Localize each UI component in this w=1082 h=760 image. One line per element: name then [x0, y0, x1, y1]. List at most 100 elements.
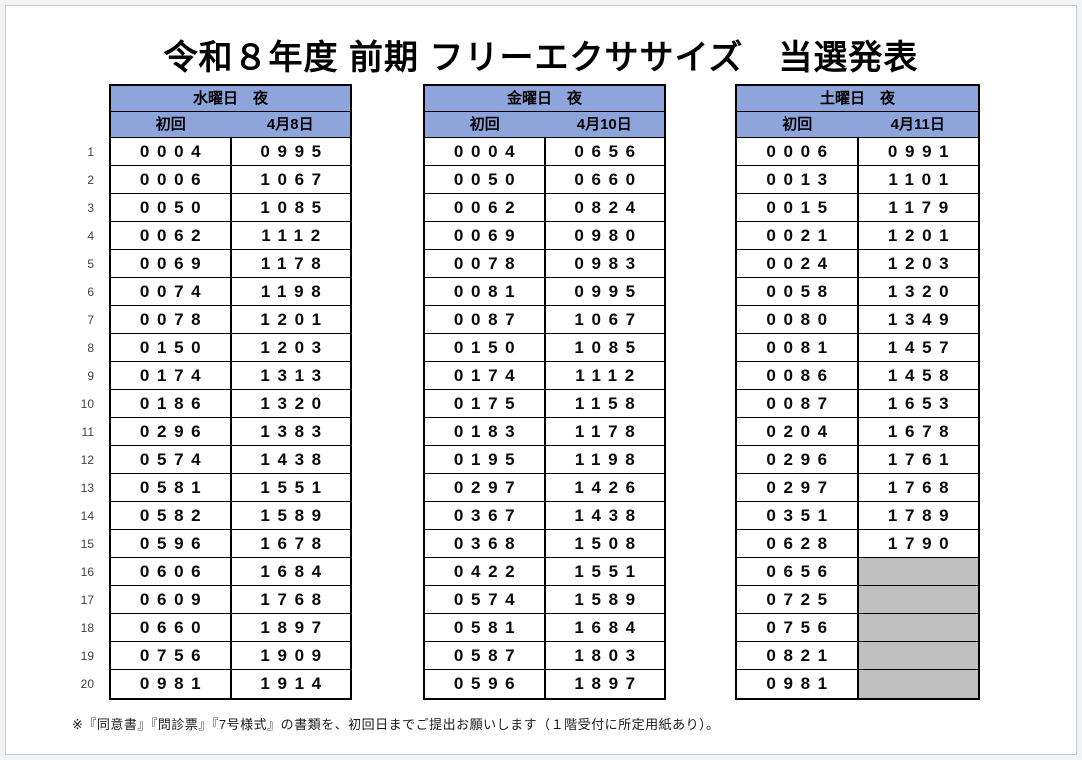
table-row: 0756: [737, 614, 978, 642]
winning-number-cell: 1684: [545, 614, 664, 641]
table-row: 0297 1426: [425, 474, 664, 502]
winning-number-cell: 0078: [111, 306, 232, 333]
table-wednesday-night: 水曜日 夜 初回 4月8日 0004 0995 0006 1067 0050 1085 00…: [109, 84, 352, 700]
table-row: 0004 0656: [425, 138, 664, 166]
winning-number-cell: 0983: [545, 250, 664, 277]
winning-number-cell: 0297: [737, 474, 859, 501]
table-row: 0725: [737, 586, 978, 614]
winning-number-cell: 0175: [425, 390, 546, 417]
winning-number-cell: 0074: [111, 278, 232, 305]
winning-number-cell: 0174: [425, 362, 546, 389]
winning-number-cell: 0069: [111, 250, 232, 277]
table-row: 0013 1101: [737, 166, 978, 194]
winning-number-cell: 1589: [231, 502, 350, 529]
winning-number-cell: 0991: [858, 138, 978, 165]
winning-number-cell: 0058: [737, 278, 859, 305]
table-body: 0004 0995 0006 1067 0050 1085 0062 1112 0069 1178…: [111, 138, 350, 698]
winning-number-cell: 1551: [231, 474, 350, 501]
table-row: 0351 1789: [737, 502, 978, 530]
table-row: 0021 1201: [737, 222, 978, 250]
table-row: 0004 0995: [111, 138, 350, 166]
winning-number-cell: 0004: [425, 138, 546, 165]
empty-cell: [858, 558, 978, 585]
winning-number-cell: 1438: [545, 502, 664, 529]
row-number: 12: [80, 453, 94, 467]
row-number: 1: [87, 145, 94, 159]
winning-number-cell: 0183: [425, 418, 546, 445]
winning-number-cell: 1349: [858, 306, 978, 333]
table-row: 0078 1201: [111, 306, 350, 334]
empty-cell: [858, 642, 978, 669]
row-number: 14: [80, 509, 94, 523]
winning-number-cell: 0596: [425, 670, 546, 698]
row-number: 6: [87, 285, 94, 299]
table-row: 0596 1897: [425, 670, 664, 698]
winning-number-cell: 1198: [545, 446, 664, 473]
winning-number-cell: 0006: [111, 166, 232, 193]
row-number: 3: [87, 201, 94, 215]
winning-number-cell: 0087: [425, 306, 546, 333]
table-day-header: 金曜日 夜: [425, 86, 664, 112]
table-day-header: 土曜日 夜: [737, 86, 978, 112]
table-row: 0186 1320: [111, 390, 350, 418]
winning-number-cell: 1101: [858, 166, 978, 193]
winning-number-cell: 0581: [111, 474, 232, 501]
winning-number-cell: 1551: [545, 558, 664, 585]
winning-number-cell: 0174: [111, 362, 232, 389]
table-row: 0596 1678: [111, 530, 350, 558]
empty-cell: [858, 614, 978, 641]
winning-number-cell: 1426: [545, 474, 664, 501]
winning-number-cell: 1914: [231, 670, 350, 698]
winning-number-cell: 1438: [231, 446, 350, 473]
table-row: 0078 0983: [425, 250, 664, 278]
winning-number-cell: 1457: [858, 334, 978, 361]
table-row: 0150 1085: [425, 334, 664, 362]
winning-number-cell: 0581: [425, 614, 546, 641]
winning-number-cell: 1203: [231, 334, 350, 361]
row-number: 2: [87, 173, 94, 187]
winning-number-cell: 0587: [425, 642, 546, 669]
date-label: 4月11日: [890, 116, 945, 133]
winning-number-cell: 1803: [545, 642, 664, 669]
winning-number-cell: 0080: [737, 306, 859, 333]
winning-number-cell: 1085: [545, 334, 664, 361]
winning-number-cell: 1112: [545, 362, 664, 389]
winning-number-cell: 0660: [111, 614, 232, 641]
winning-number-cell: 0367: [425, 502, 546, 529]
winning-number-cell: 1201: [231, 306, 350, 333]
table-row: 0574 1589: [425, 586, 664, 614]
winning-number-cell: 1897: [545, 670, 664, 698]
table-row: 0581 1551: [111, 474, 350, 502]
table-row: 0183 1178: [425, 418, 664, 446]
row-number: 11: [81, 425, 94, 439]
table-row: 0174 1313: [111, 362, 350, 390]
winning-number-cell: 0297: [425, 474, 546, 501]
winning-number-cell: 1761: [858, 446, 978, 473]
table-row: 0821: [737, 642, 978, 670]
date-label: 4月8日: [266, 116, 314, 133]
winning-number-cell: 0004: [111, 138, 232, 165]
winning-number-cell: 0368: [425, 530, 546, 557]
table-row: 0660 1897: [111, 614, 350, 642]
row-number: 16: [80, 565, 94, 579]
winning-number-cell: 1178: [231, 250, 350, 277]
table-saturday-night: 土曜日 夜 初回 4月11日 0006 0991 0013 1101 0015 1179 0…: [735, 84, 980, 700]
winning-number-cell: 0150: [425, 334, 546, 361]
winning-number-cell: 0980: [545, 222, 664, 249]
winning-number-cell: 1653: [858, 390, 978, 417]
winning-number-cell: 0821: [737, 642, 859, 669]
winning-number-cell: 1383: [231, 418, 350, 445]
table-row: 0050 1085: [111, 194, 350, 222]
row-number: 5: [87, 257, 94, 271]
winning-number-cell: 0422: [425, 558, 546, 585]
row-number: 19: [80, 649, 94, 663]
winning-number-cell: 1085: [231, 194, 350, 221]
winning-number-cell: 0062: [425, 194, 546, 221]
first-session-label: 初回: [469, 116, 500, 133]
table-row: 0058 1320: [737, 278, 978, 306]
winning-number-cell: 0995: [545, 278, 664, 305]
winning-number-cell: 0078: [425, 250, 546, 277]
winning-number-cell: 0050: [111, 194, 232, 221]
row-number: 7: [87, 313, 94, 327]
row-number: 4: [87, 229, 94, 243]
